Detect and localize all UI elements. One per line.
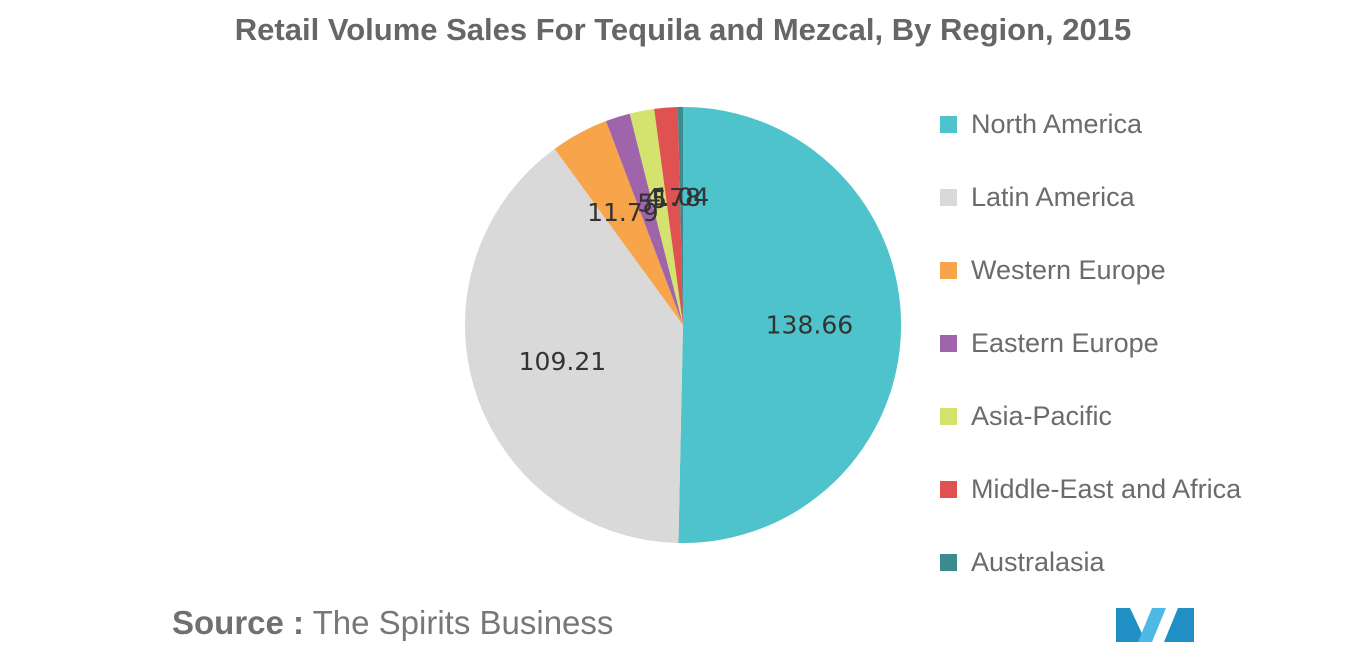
pie-slice-latin-america bbox=[465, 148, 683, 543]
legend-swatch bbox=[940, 116, 957, 133]
pie-slices bbox=[465, 106, 902, 544]
legend-swatch bbox=[940, 554, 957, 571]
chart-title: Retail Volume Sales For Tequila and Mezc… bbox=[234, 12, 1132, 47]
legend-item: Western Europe bbox=[940, 234, 1350, 307]
legend-item: Asia-Pacific bbox=[940, 380, 1350, 453]
pie-slice-middle-east-and-africa bbox=[654, 107, 683, 325]
source-prefix: Source : bbox=[172, 604, 305, 641]
legend-swatch bbox=[940, 335, 957, 352]
pie-data-label: 11.79 bbox=[587, 198, 659, 227]
brand-logo bbox=[1116, 608, 1194, 642]
pie-data-label: 5 bbox=[651, 185, 667, 214]
legend-swatch bbox=[940, 262, 957, 279]
pie-data-label: 1.04 bbox=[654, 183, 710, 212]
legend-label: Western Europe bbox=[971, 255, 1166, 285]
legend-item: Latin America bbox=[940, 161, 1350, 234]
legend-item: Australasia bbox=[940, 526, 1350, 599]
pie-slice-australasia bbox=[677, 106, 683, 325]
pie-slice-western-europe bbox=[554, 121, 683, 325]
pie-slice-north-america bbox=[678, 106, 902, 544]
pie-data-label: 4.78 bbox=[645, 183, 701, 212]
pie-data-label: 109.21 bbox=[519, 347, 606, 376]
legend-label: Eastern Europe bbox=[971, 328, 1159, 358]
legend-item: North America bbox=[940, 88, 1350, 161]
pie-data-label: 138.66 bbox=[766, 310, 853, 339]
pie-data-label: 5 bbox=[637, 188, 653, 217]
pie-slice-eastern-europe bbox=[606, 113, 683, 325]
legend-label: Middle-East and Africa bbox=[971, 474, 1242, 504]
legend-label: Australasia bbox=[971, 547, 1105, 577]
legend-item: Eastern Europe bbox=[940, 307, 1350, 380]
logo-left-shape bbox=[1116, 608, 1146, 642]
source-note: Source : The Spirits Business bbox=[172, 604, 613, 642]
chart-legend: North America Latin America Western Europe… bbox=[940, 88, 1350, 599]
logo-mid-shape bbox=[1138, 608, 1166, 642]
legend-item: Middle-East and Africa bbox=[940, 453, 1350, 526]
pie-slice-asia-pacific bbox=[629, 108, 683, 325]
legend-swatch bbox=[940, 189, 957, 206]
legend-label: Asia-Pacific bbox=[971, 401, 1113, 431]
legend-swatch bbox=[940, 408, 957, 425]
legend-swatch bbox=[940, 481, 957, 498]
legend-label: Latin America bbox=[971, 182, 1135, 212]
legend-label: North America bbox=[971, 109, 1143, 139]
logo-right-shape bbox=[1164, 608, 1194, 642]
source-text: The Spirits Business bbox=[312, 604, 614, 641]
